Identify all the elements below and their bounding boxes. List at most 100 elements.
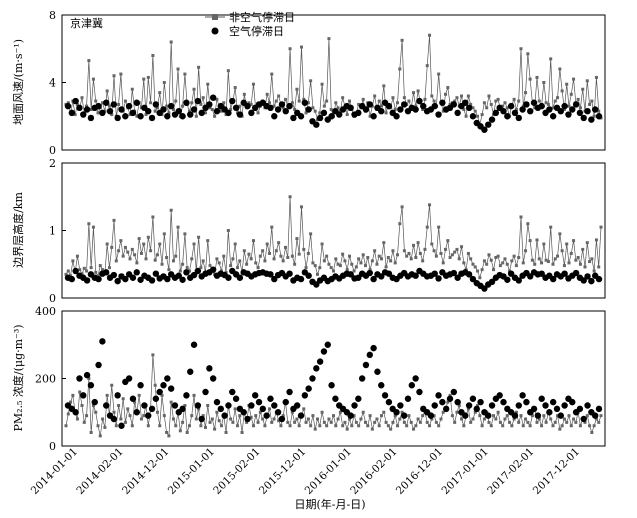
blh-point-non-stagnant — [176, 225, 180, 229]
blh-point-non-stagnant — [350, 262, 354, 266]
pm25-point-non-stagnant — [210, 417, 214, 421]
blh-point-non-stagnant — [325, 254, 329, 258]
blh-point-non-stagnant — [206, 239, 210, 243]
wind-point-non-stagnant — [556, 96, 560, 100]
wind-point-stagnant — [72, 97, 79, 105]
blh-point-non-stagnant — [199, 266, 203, 270]
pm25-point-non-stagnant — [94, 410, 98, 414]
pm25-point-non-stagnant — [215, 410, 219, 414]
pm25-point-non-stagnant — [592, 424, 596, 428]
blh-point-non-stagnant — [318, 266, 322, 270]
wind-point-non-stagnant — [277, 94, 281, 98]
blh-point-non-stagnant — [498, 264, 502, 268]
pm25-point-non-stagnant — [384, 420, 388, 424]
wind-point-non-stagnant — [423, 97, 427, 101]
wind-point-stagnant — [213, 107, 221, 115]
blh-point-non-stagnant — [313, 264, 317, 268]
pm25-point-stagnant — [538, 395, 545, 402]
wind-point-stagnant — [244, 102, 251, 110]
wind-point-stagnant — [282, 107, 289, 115]
pm25-point-non-stagnant — [229, 417, 233, 421]
pm25-point-non-stagnant — [208, 420, 212, 424]
blh-point-non-stagnant — [578, 262, 582, 266]
pm25-point-stagnant — [351, 402, 358, 409]
blh-point-stagnant — [271, 275, 278, 283]
blh-point-non-stagnant — [153, 258, 157, 262]
pm25-ytick-label: 400 — [35, 305, 56, 318]
blh-point-non-stagnant — [299, 205, 303, 209]
pm25-point-stagnant — [381, 392, 389, 399]
pm25-point-non-stagnant — [103, 425, 107, 429]
pm25-point-stagnant — [465, 402, 473, 409]
blh-point-stagnant — [286, 270, 293, 277]
pm25-point-stagnant — [362, 361, 370, 369]
pm25-point-non-stagnant — [192, 393, 196, 397]
pm25-point-non-stagnant — [583, 420, 587, 424]
pm25-point-stagnant — [137, 382, 144, 389]
blh-point-non-stagnant — [117, 249, 121, 253]
wind-point-non-stagnant — [267, 101, 271, 105]
blh-point-non-stagnant — [332, 269, 335, 273]
wind-point-non-stagnant — [505, 106, 509, 110]
pm25-point-non-stagnant — [572, 417, 576, 421]
blh-point-stagnant — [507, 270, 515, 277]
pm25-point-stagnant — [378, 382, 385, 389]
pm25-point-stagnant — [190, 341, 198, 348]
pm25-point-non-stagnant — [258, 410, 262, 414]
pm25-point-non-stagnant — [231, 420, 235, 424]
blh-point-non-stagnant — [572, 239, 576, 243]
blh-point-stagnant — [152, 270, 160, 277]
pm25-point-non-stagnant — [142, 414, 146, 418]
blh-point-stagnant — [148, 277, 156, 284]
blh-point-non-stagnant — [101, 268, 105, 272]
x-tick-group: 2017-02-01 — [485, 446, 536, 497]
wind-point-stagnant — [106, 107, 114, 115]
blh-point-non-stagnant — [599, 225, 603, 229]
pm25-point-non-stagnant — [117, 404, 121, 407]
wind-point-stagnant — [569, 106, 576, 113]
blh-point-non-stagnant — [592, 269, 596, 273]
pm25-point-stagnant — [546, 409, 553, 416]
blh-point-non-stagnant — [341, 252, 345, 256]
pm25-point-stagnant — [446, 395, 454, 402]
blh-panel: 0 1 2 边界层高度/km — [11, 157, 606, 305]
pm25-point-stagnant — [125, 375, 133, 382]
pm25-point-non-stagnant — [334, 424, 338, 428]
pm25-point-non-stagnant — [181, 420, 185, 424]
pm25-point-stagnant — [332, 395, 339, 402]
wind-point-non-stagnant — [117, 102, 121, 106]
blh-point-non-stagnant — [450, 253, 454, 257]
pm25-y-ticks: 0 200 400 — [35, 305, 66, 453]
blh-point-non-stagnant — [556, 254, 560, 258]
wind-point-non-stagnant — [384, 111, 388, 115]
pm25-point-non-stagnant — [345, 427, 349, 431]
pm25-point-non-stagnant — [91, 404, 95, 407]
x-tick-group: 2016-02-01 — [348, 446, 399, 497]
wind-point-stagnant — [530, 99, 538, 106]
pm25-point-non-stagnant — [139, 417, 143, 421]
pm25-point-non-stagnant — [380, 414, 384, 418]
wind-point-non-stagnant — [165, 104, 169, 108]
wind-point-stagnant — [64, 102, 72, 110]
pm25-point-stagnant — [450, 388, 458, 396]
wind-point-non-stagnant — [432, 99, 436, 103]
blh-point-non-stagnant — [69, 274, 73, 278]
wind-point-non-stagnant — [373, 94, 377, 98]
wind-point-stagnant — [588, 116, 595, 123]
wind-point-non-stagnant — [313, 109, 317, 113]
x-tick-group: 2014-02-01 — [74, 446, 125, 497]
wind-point-non-stagnant — [412, 91, 416, 95]
wind-point-non-stagnant — [549, 57, 553, 61]
wind-point-stagnant — [420, 102, 427, 110]
wind-point-non-stagnant — [469, 102, 473, 106]
pm25-point-non-stagnant — [153, 383, 157, 387]
pm25-point-stagnant — [316, 358, 324, 365]
wind-point-non-stagnant — [306, 101, 310, 105]
pm25-point-non-stagnant — [574, 420, 578, 424]
blh-point-non-stagnant — [478, 276, 482, 280]
wind-point-non-stagnant — [325, 99, 329, 103]
pm25-point-non-stagnant — [414, 424, 418, 428]
wind-point-stagnant — [145, 107, 152, 115]
pm25-point-non-stagnant — [473, 410, 477, 414]
wind-point-stagnant — [95, 102, 102, 110]
